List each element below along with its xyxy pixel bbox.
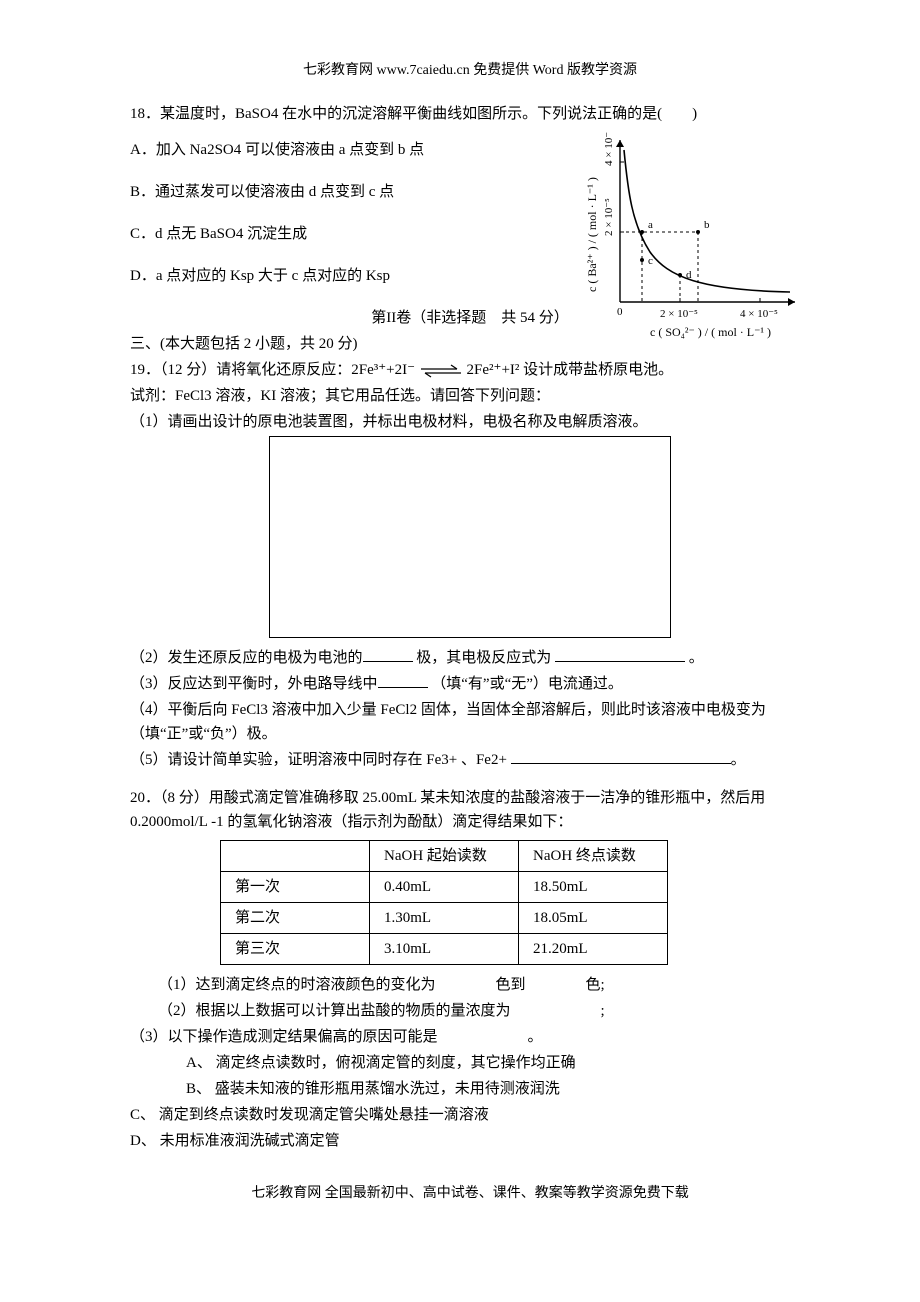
x-axis-arrow (788, 298, 795, 306)
y-tick-label-2: 4 × 10⁻⁵ (603, 132, 615, 166)
table-cell: 0.40mL (370, 872, 519, 903)
question-18: 18．某温度时，BaSO4 在水中的沉淀溶解平衡曲线如图所示。下列说法正确的是(… (130, 102, 810, 288)
q19-p5: （5）请设计简单实验，证明溶液中同时存在 Fe3+ 、Fe2+ 。 (130, 748, 810, 772)
q18-option-b: B．通过蒸发可以使溶液由 d 点变到 c 点 (130, 180, 570, 204)
x-tick-label-2: 4 × 10⁻⁵ (740, 308, 778, 320)
y-axis-label: c ( Ba²⁺ ) / ( mol · L⁻¹ ) (585, 178, 599, 293)
point-c (640, 258, 644, 262)
equilibrium-arrow-icon (419, 364, 463, 378)
q19-p2c: 。 (689, 650, 704, 666)
label-a: a (648, 219, 653, 231)
point-b (696, 230, 700, 234)
origin-label: 0 (617, 306, 623, 318)
table-cell: 21.20mL (519, 934, 668, 965)
y-tick-label-1: 2 × 10⁻⁵ (603, 198, 615, 236)
point-a (640, 230, 644, 234)
q20-option-c: C、 滴定到终点读数时发现滴定管尖嘴处悬挂一滴溶液 (130, 1103, 810, 1127)
y-axis-arrow (616, 140, 624, 147)
point-d (678, 273, 682, 277)
table-cell: 18.05mL (519, 903, 668, 934)
q19-p2b: 极，其电极反应式为 (416, 650, 555, 666)
table-row: 第二次 1.30mL 18.05mL (221, 903, 668, 934)
label-b: b (704, 219, 710, 231)
page-header: 七彩教育网 www.7caiedu.cn 免费提供 Word 版教学资源 (130, 60, 810, 82)
q20-option-a: A、 滴定终点读数时，俯视滴定管的刻度，其它操作均正确 (130, 1051, 810, 1075)
q19-p2a: （2）发生还原反应的电极为电池的 (130, 650, 363, 666)
table-row: NaOH 起始读数 NaOH 终点读数 (221, 841, 668, 872)
table-row: 第一次 0.40mL 18.50mL (221, 872, 668, 903)
q20-p1: （1）达到滴定终点的时溶液颜色的变化为 色到 色; (130, 973, 810, 997)
q19-diagram-placeholder (269, 436, 671, 638)
table-cell: 第二次 (221, 903, 370, 934)
table-cell: 第一次 (221, 872, 370, 903)
q19-p5b: 。 (731, 752, 746, 768)
q18-option-c: C．d 点无 BaSO4 沉淀生成 (130, 222, 570, 246)
q19-stem: 19．（12 分）请将氧化还原反应：2Fe³⁺+2I⁻ 2Fe²⁺+I² 设计成… (130, 358, 810, 382)
page-footer: 七彩教育网 全国最新初中、高中试卷、课件、教案等教学资源免费下载 (130, 1183, 810, 1205)
x-tick-label-1: 2 × 10⁻⁵ (660, 308, 698, 320)
q19-stem-a: 19．（12 分）请将氧化还原反应：2Fe³⁺+2I⁻ (130, 362, 415, 378)
q19-p2: （2）发生还原反应的电极为电池的 极，其电极反应式为 。 (130, 646, 810, 670)
table-row: 第三次 3.10mL 21.20mL (221, 934, 668, 965)
table-cell: 第三次 (221, 934, 370, 965)
blank (378, 672, 428, 688)
q20-option-d: D、 未用标准液润洗碱式滴定管 (130, 1129, 810, 1153)
q20-p3: （3）以下操作造成测定结果偏高的原因可能是 。 (130, 1025, 810, 1049)
q19-p5a: （5）请设计简单实验，证明溶液中同时存在 Fe3+ 、Fe2+ (130, 752, 511, 768)
q20-option-b: B、 盛装未知液的锥形瓶用蒸馏水洗过，未用待测液润洗 (130, 1077, 810, 1101)
q18-solubility-chart: a b c d 0 2 × 10⁻⁵ 4 × 10⁻⁵ 2 × 10⁻⁵ 4 ×… (580, 132, 810, 342)
q18-option-a: A．加入 Na2SO4 可以使溶液由 a 点变到 b 点 (130, 138, 570, 162)
table-cell: 18.50mL (519, 872, 668, 903)
q19-p3b: （填“有”或“无”）电流通过。 (431, 676, 623, 692)
q20-titration-table: NaOH 起始读数 NaOH 终点读数 第一次 0.40mL 18.50mL 第… (220, 840, 668, 965)
x-axis-label: c ( SO₄²⁻ ) / ( mol · L⁻¹ ) (650, 325, 771, 339)
table-header (221, 841, 370, 872)
table-header: NaOH 起始读数 (370, 841, 519, 872)
q19-reagents: 试剂：FeCl3 溶液，KI 溶液；其它用品任选。请回答下列问题： (130, 384, 810, 408)
q18-stem: 18．某温度时，BaSO4 在水中的沉淀溶解平衡曲线如图所示。下列说法正确的是(… (130, 102, 810, 126)
table-cell: 1.30mL (370, 903, 519, 934)
label-c: c (648, 255, 653, 267)
q19-p3: （3）反应达到平衡时，外电路导线中 （填“有”或“无”）电流通过。 (130, 672, 810, 696)
label-d: d (686, 269, 692, 281)
table-cell: 3.10mL (370, 934, 519, 965)
q20-stem: 20．（8 分）用酸式滴定管准确移取 25.00mL 某未知浓度的盐酸溶液于一洁… (130, 786, 810, 834)
q18-option-d: D．a 点对应的 Ksp 大于 c 点对应的 Ksp (130, 264, 570, 288)
q19-stem-b: 2Fe²⁺+I² 设计成带盐桥原电池。 (467, 362, 674, 378)
q20-p2: （2）根据以上数据可以计算出盐酸的物质的量浓度为 ; (130, 999, 810, 1023)
blank (555, 646, 685, 662)
q19-p3a: （3）反应达到平衡时，外电路导线中 (130, 676, 378, 692)
blank (363, 646, 413, 662)
blank (511, 748, 731, 764)
q19-p1: （1）请画出设计的原电池装置图，并标出电极材料，电极名称及电解质溶液。 (130, 410, 810, 434)
table-header: NaOH 终点读数 (519, 841, 668, 872)
q19-p4: （4）平衡后向 FeCl3 溶液中加入少量 FeCl2 固体，当固体全部溶解后，… (130, 698, 810, 746)
